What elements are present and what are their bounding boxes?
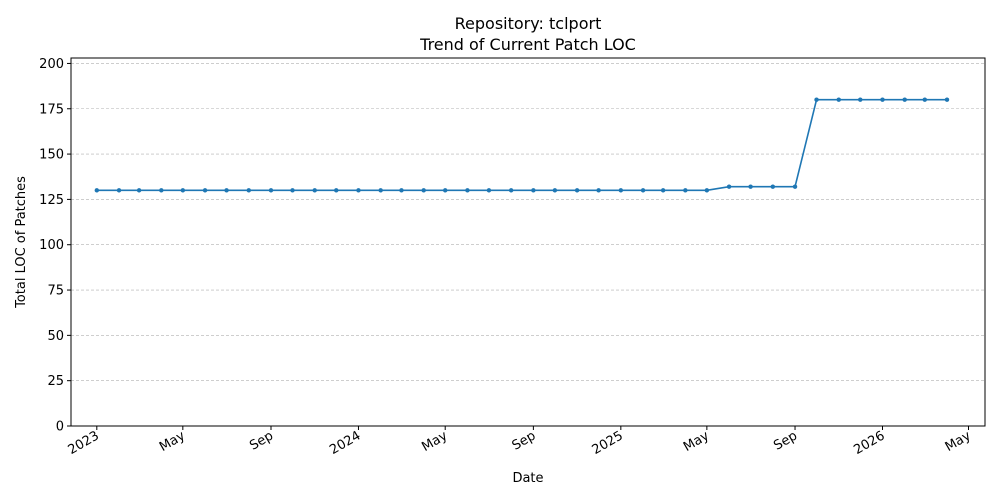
- y-axis-label: Total LOC of Patches: [14, 176, 29, 309]
- data-point: [792, 184, 798, 189]
- data-point: [202, 188, 208, 193]
- data-point: [465, 188, 470, 193]
- x-tick-label: 2025: [590, 428, 626, 458]
- data-point: [246, 188, 251, 193]
- y-axis: 0 25 50 75 100 125 150 175 200: [39, 57, 71, 435]
- data-point: [290, 188, 295, 193]
- x-axis: 2023 May Sep 2024 May Sep 2025 May Sep 2026 May: [66, 426, 974, 458]
- data-point: [574, 188, 580, 193]
- data-point: [116, 188, 122, 193]
- data-point: [618, 188, 624, 193]
- x-tick-label: 2023: [66, 428, 102, 458]
- y-tick-label: 25: [47, 374, 64, 389]
- x-tick-label: 2026: [851, 428, 887, 458]
- data-point: [356, 188, 361, 193]
- y-tick-label: 125: [39, 193, 64, 208]
- data-point: [136, 188, 142, 193]
- series-layer: [94, 97, 950, 193]
- data-point: [902, 97, 907, 102]
- data-point: [683, 188, 688, 193]
- data-point: [224, 188, 229, 193]
- y-tick-label: 50: [47, 329, 64, 344]
- y-tick-label: 0: [56, 420, 64, 435]
- data-point: [596, 188, 601, 193]
- x-tick-label: May: [681, 428, 712, 455]
- data-point: [944, 97, 950, 102]
- data-point: [660, 188, 666, 193]
- y-tick-label: 150: [39, 148, 64, 163]
- data-point: [421, 188, 426, 193]
- data-point: [770, 184, 776, 189]
- data-point: [486, 188, 492, 193]
- data-point: [531, 188, 536, 193]
- data-point: [312, 188, 317, 193]
- data-point: [399, 188, 404, 193]
- data-point: [748, 184, 753, 189]
- x-axis-label: Date: [512, 471, 543, 486]
- data-point: [704, 188, 710, 193]
- data-point: [858, 97, 863, 102]
- data-point: [378, 188, 383, 193]
- data-point: [726, 184, 732, 189]
- chart-subtitle: Trend of Current Patch LOC: [419, 35, 636, 54]
- data-point: [334, 188, 339, 193]
- x-tick-label: 2024: [327, 428, 363, 458]
- x-tick-label: May: [943, 428, 974, 455]
- y-tick-label: 175: [39, 102, 64, 117]
- series-line: [96, 98, 948, 192]
- y-tick-label: 100: [39, 238, 64, 253]
- x-tick-label: Sep: [247, 428, 276, 453]
- y-tick-label: 200: [39, 57, 64, 72]
- chart-title: Repository: tclport: [455, 14, 602, 33]
- data-point: [94, 188, 100, 193]
- x-tick-label: May: [419, 428, 450, 455]
- gridlines: [71, 63, 985, 427]
- data-point: [880, 97, 885, 102]
- data-point: [159, 188, 164, 193]
- data-point: [443, 188, 448, 193]
- data-point: [922, 97, 927, 102]
- data-point: [180, 188, 186, 193]
- x-tick-label: Sep: [510, 428, 539, 453]
- data-point: [814, 97, 819, 102]
- data-point: [508, 188, 514, 193]
- y-tick-label: 75: [47, 284, 64, 299]
- plot-frame: [70, 57, 986, 427]
- data-point: [268, 188, 274, 193]
- data-point: [836, 97, 841, 102]
- data-point: [552, 188, 558, 193]
- x-tick-label: Sep: [771, 428, 800, 453]
- data-point: [640, 188, 646, 193]
- x-tick-label: May: [157, 428, 188, 455]
